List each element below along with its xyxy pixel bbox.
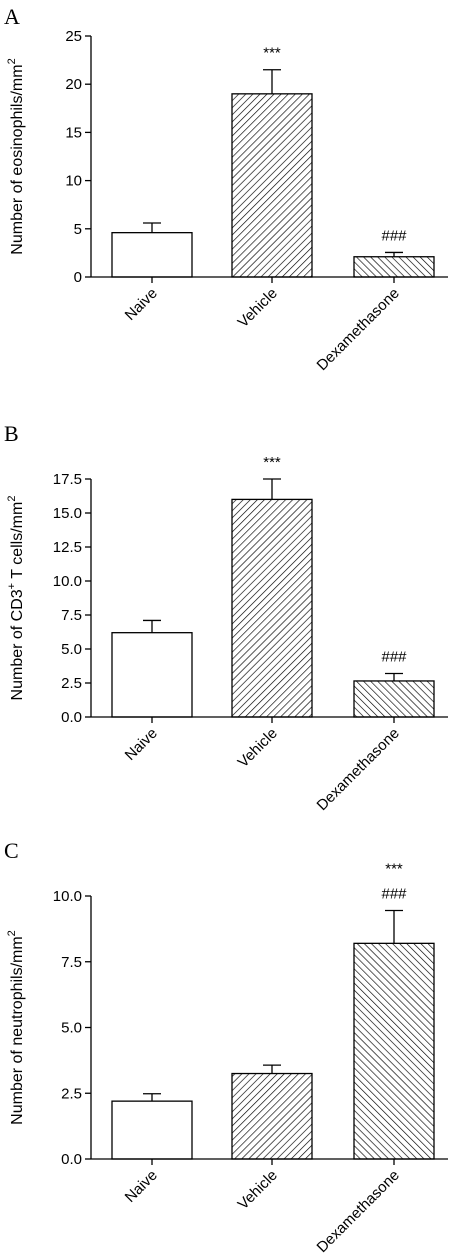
panel-letter: A bbox=[4, 4, 20, 29]
y-tick-label: 10.0 bbox=[53, 888, 82, 905]
y-tick-label: 10.0 bbox=[53, 573, 82, 590]
x-tick-label: Naive bbox=[122, 725, 161, 764]
significance-label: ### bbox=[381, 885, 407, 902]
y-tick-label: 5.0 bbox=[61, 1020, 82, 1037]
chart-panel-a: A 0 5 10 15 20 25 Number of eosinophils/mm2 Naiv… bbox=[4, 4, 448, 374]
y-tick-label: 25 bbox=[65, 28, 82, 45]
y-tick-label: 7.5 bbox=[61, 607, 82, 624]
chart-panel-c: C 0.0 2.5 5.0 7.5 10.0 Number of neutrophils/m… bbox=[4, 838, 448, 1256]
significance-label: *** bbox=[263, 454, 281, 471]
y-tick-label: 2.5 bbox=[61, 675, 82, 692]
x-tick-label: Vehicle bbox=[235, 1167, 281, 1213]
bar-naive bbox=[111, 232, 193, 278]
y-tick-label: 2.5 bbox=[61, 1085, 82, 1102]
y-tick-label: 10 bbox=[65, 173, 82, 190]
x-tick-label: Dexamethasone bbox=[314, 725, 403, 814]
bar-vehicle bbox=[231, 93, 313, 278]
bar-naive bbox=[111, 1100, 193, 1160]
bar-dexamethasone bbox=[353, 256, 435, 278]
bar-vehicle bbox=[231, 1072, 313, 1160]
y-tick-label: 17.5 bbox=[53, 471, 82, 488]
chart-panel-b: B 0.0 2.5 5.0 7.5 10.0 12.5 15.0 17.5 Number of C… bbox=[4, 421, 448, 814]
y-axis-label: Number of CD3+ T cells/mm2 bbox=[6, 496, 26, 701]
y-tick-label: 5.0 bbox=[61, 641, 82, 658]
significance-label: *** bbox=[385, 860, 403, 877]
y-tick-label: 15.0 bbox=[53, 505, 82, 522]
significance-label: ### bbox=[381, 227, 407, 244]
panel-letter: B bbox=[4, 421, 19, 446]
bar-vehicle bbox=[231, 498, 313, 718]
panel-letter: C bbox=[4, 838, 19, 863]
bar-naive bbox=[111, 632, 193, 718]
y-tick-label: 7.5 bbox=[61, 954, 82, 971]
y-axis-label: Number of neutrophils/mm2 bbox=[6, 930, 26, 1125]
x-tick-label: Vehicle bbox=[235, 285, 281, 331]
y-tick-label: 0.0 bbox=[61, 709, 82, 726]
significance-label: ### bbox=[381, 648, 407, 665]
x-tick-label: Dexamethasone bbox=[314, 285, 403, 374]
y-tick-label: 5 bbox=[74, 221, 82, 238]
x-tick-label: Naive bbox=[122, 285, 161, 324]
x-tick-label: Dexamethasone bbox=[314, 1167, 403, 1256]
y-tick-label: 0.0 bbox=[61, 1151, 82, 1168]
y-axis-label: Number of eosinophils/mm2 bbox=[6, 58, 26, 254]
x-tick-label: Naive bbox=[122, 1167, 161, 1206]
y-tick-label: 20 bbox=[65, 76, 82, 93]
y-tick-label: 0 bbox=[74, 269, 82, 286]
y-tick-label: 15 bbox=[65, 124, 82, 141]
y-tick-label: 12.5 bbox=[53, 539, 82, 556]
x-tick-label: Vehicle bbox=[235, 725, 281, 771]
bar-dexamethasone bbox=[353, 680, 435, 718]
significance-label: *** bbox=[263, 45, 281, 62]
bar-dexamethasone bbox=[353, 942, 435, 1160]
